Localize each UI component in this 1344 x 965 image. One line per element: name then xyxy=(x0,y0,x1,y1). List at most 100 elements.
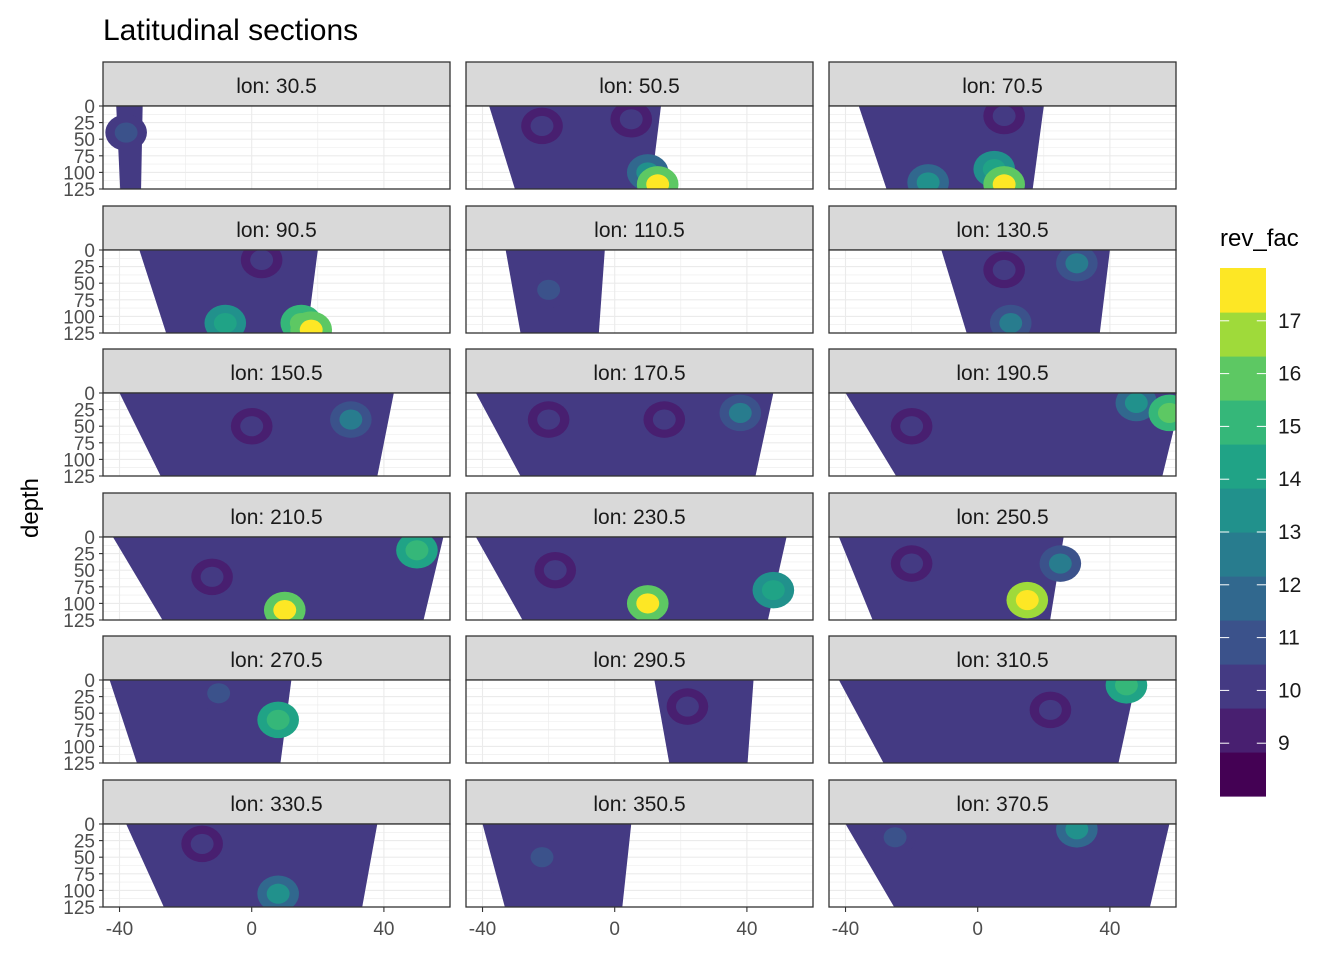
y-tick-label: 50 xyxy=(74,130,95,151)
panel-border xyxy=(465,679,814,764)
data-region xyxy=(475,393,774,476)
y-tick-label: 25 xyxy=(74,545,95,566)
data-field-core xyxy=(530,115,554,136)
y-axis-title: depth xyxy=(17,478,44,538)
data-field-core xyxy=(339,409,363,430)
data-field-core xyxy=(1065,253,1089,274)
data-field-core xyxy=(1048,553,1072,574)
facet-strip xyxy=(465,61,814,107)
y-tick-label: 0 xyxy=(84,528,95,549)
data-region xyxy=(858,106,1044,189)
data-field-core xyxy=(1015,590,1039,611)
section-background xyxy=(838,680,1137,763)
y-tick-label: 0 xyxy=(84,384,95,405)
y-tick-label: 75 xyxy=(74,434,95,455)
data-field-core xyxy=(1124,393,1148,413)
panel-border xyxy=(828,105,1177,190)
data-region xyxy=(482,824,632,907)
section-background xyxy=(845,824,1170,907)
data-field-core xyxy=(537,409,561,430)
legend-color-step xyxy=(1220,708,1266,753)
data-field-core xyxy=(652,409,676,430)
facet-label: lon: 290.5 xyxy=(593,649,685,672)
section-background xyxy=(654,680,754,763)
y-tick-label: 0 xyxy=(84,241,95,262)
y-tick-label: 50 xyxy=(74,704,95,725)
data-field-core xyxy=(1114,680,1138,696)
data-region xyxy=(126,824,378,907)
legend-color-step xyxy=(1220,488,1266,533)
legend-break-label: 13 xyxy=(1278,521,1301,544)
facet-panel: lon: 70.5 xyxy=(828,61,1177,190)
facet-panel: lon: 250.5 xyxy=(828,492,1177,621)
x-tick-label: -40 xyxy=(106,919,133,940)
y-tick-label: 125 xyxy=(63,180,95,201)
data-field-core xyxy=(675,696,699,717)
y-tick-label: 125 xyxy=(63,754,95,775)
legend-color-step xyxy=(1220,312,1266,357)
legend-title: rev_fac xyxy=(1220,225,1299,252)
panel-border xyxy=(102,392,451,477)
facet-strip xyxy=(828,635,1177,681)
facet-panel: lon: 190.5 xyxy=(828,348,1177,477)
y-tick-label: 25 xyxy=(74,401,95,422)
legend-break-label: 9 xyxy=(1278,732,1290,755)
y-tick-label: 125 xyxy=(63,467,95,488)
facet-label: lon: 30.5 xyxy=(236,75,317,98)
y-tick-label: 100 xyxy=(63,881,95,902)
facet-panel: lon: 170.5 xyxy=(465,348,814,477)
data-field-core xyxy=(1157,402,1176,423)
y-tick-label: 75 xyxy=(74,147,95,168)
x-tick-label: 0 xyxy=(246,919,257,940)
facet-label: lon: 210.5 xyxy=(230,506,322,529)
data-field-core xyxy=(619,109,643,130)
data-field-core xyxy=(883,827,907,848)
legend-break-label: 16 xyxy=(1278,363,1301,386)
data-field-core xyxy=(250,250,274,270)
panel-border xyxy=(465,249,814,334)
facet-strip xyxy=(828,205,1177,251)
x-tick-label: 0 xyxy=(609,919,620,940)
data-region xyxy=(119,393,394,476)
y-tick-label: 100 xyxy=(63,450,95,471)
data-field-core xyxy=(999,313,1023,333)
data-field-core xyxy=(1038,699,1062,720)
panel-border xyxy=(102,105,451,190)
legend-color-step xyxy=(1220,752,1266,797)
legend-break-label: 14 xyxy=(1278,468,1302,491)
legend-color-step xyxy=(1220,268,1266,313)
y-tick-label: 125 xyxy=(63,324,95,345)
legend-color-step xyxy=(1220,576,1266,621)
data-region xyxy=(941,250,1110,333)
legend-color-step xyxy=(1220,620,1266,665)
facet-label: lon: 370.5 xyxy=(956,793,1048,816)
data-field-core xyxy=(728,402,752,423)
data-region xyxy=(838,537,1082,620)
data-field-core xyxy=(266,709,290,730)
facet-panel: lon: 350.5 -40 0 40 xyxy=(465,779,814,940)
facet-strip xyxy=(102,635,451,681)
facet-label: lon: 350.5 xyxy=(593,793,685,816)
legend-color-step xyxy=(1220,444,1266,489)
y-tick-label: 75 xyxy=(74,578,95,599)
data-field-core xyxy=(273,599,297,620)
panel-border xyxy=(828,679,1177,764)
facet-label: lon: 50.5 xyxy=(599,75,680,98)
legend: rev_fac 9 10 11 12 13 14 15 16 17 xyxy=(1220,225,1302,797)
facet-label: lon: 130.5 xyxy=(956,219,1048,242)
panel-border xyxy=(102,679,451,764)
panel-border xyxy=(102,536,451,621)
data-field-core xyxy=(900,553,924,574)
x-tick-label: 40 xyxy=(1099,919,1120,940)
panel-border xyxy=(465,392,814,477)
data-field-core xyxy=(992,259,1016,280)
y-tick-label: 100 xyxy=(63,307,95,328)
y-tick-label: 50 xyxy=(74,561,95,582)
data-field-core xyxy=(190,833,214,854)
panel-border xyxy=(465,105,814,190)
